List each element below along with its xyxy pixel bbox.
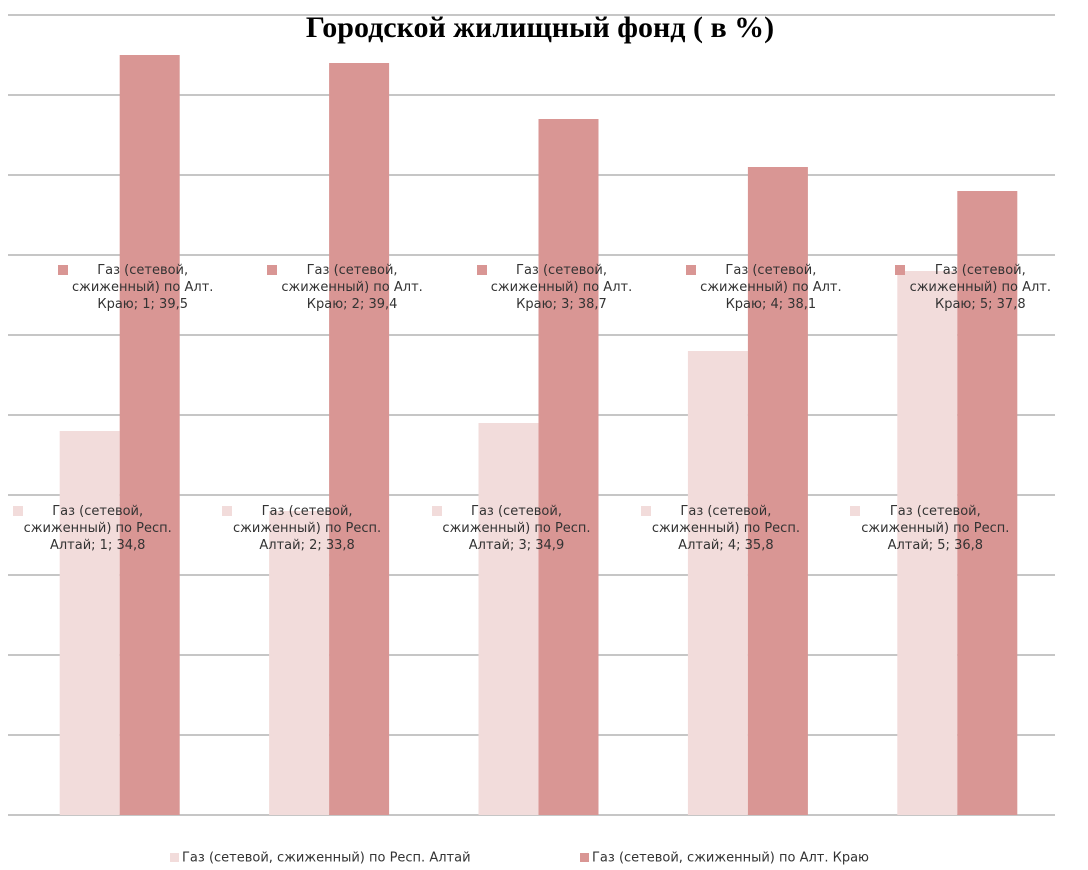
bar: [329, 63, 390, 815]
data-label: Газ (сетевой, сжиженный) по Респ. Алтай;…: [442, 504, 591, 553]
data-label: Газ (сетевой, сжиженный) по Алт. Краю; 2…: [281, 263, 423, 312]
label-key: [267, 265, 278, 275]
legend-label: Газ (сетевой, сжиженный) по Респ. Алтай: [182, 851, 471, 866]
data-label: Газ (сетевой, сжиженный) по Респ. Алтай;…: [861, 504, 1010, 553]
label-key: [685, 265, 696, 275]
data-label: Газ (сетевой, сжиженный) по Респ. Алтай;…: [233, 504, 382, 553]
bar: [59, 431, 120, 815]
label-key: [640, 506, 651, 516]
label-key: [476, 265, 487, 275]
legend-key: [170, 853, 179, 862]
data-label: Газ (сетевой, сжиженный) по Респ. Алтай;…: [23, 504, 172, 553]
bar: [538, 119, 599, 815]
bar: [269, 511, 330, 815]
data-label: Газ (сетевой, сжиженный) по Респ. Алтай;…: [651, 504, 800, 553]
label-key: [431, 506, 442, 516]
data-label: Газ (сетевой, сжиженный) по Алт. Краю; 3…: [490, 263, 633, 312]
label-key: [222, 506, 233, 516]
bar: [957, 191, 1018, 815]
chart-title: Городской жилищный фонд ( в %): [306, 11, 774, 44]
bar: [119, 55, 180, 815]
bar: [897, 271, 958, 815]
bar: [478, 423, 539, 815]
data-label: Газ (сетевой, сжиженный) по Алт. Краю; 5…: [909, 263, 1052, 312]
label-key: [895, 265, 906, 275]
legend-label: Газ (сетевой, сжиженный) по Алт. Краю: [592, 851, 869, 866]
legend-key: [580, 853, 589, 862]
label-key: [850, 506, 861, 516]
label-key: [12, 506, 23, 516]
data-label: Газ (сетевой, сжиженный) по Алт. Краю; 4…: [700, 263, 842, 312]
data-label: Газ (сетевой, сжиженный) по Алт. Краю; 1…: [71, 263, 214, 312]
bar: [747, 167, 808, 815]
bar: [687, 351, 748, 815]
label-key: [57, 265, 68, 275]
